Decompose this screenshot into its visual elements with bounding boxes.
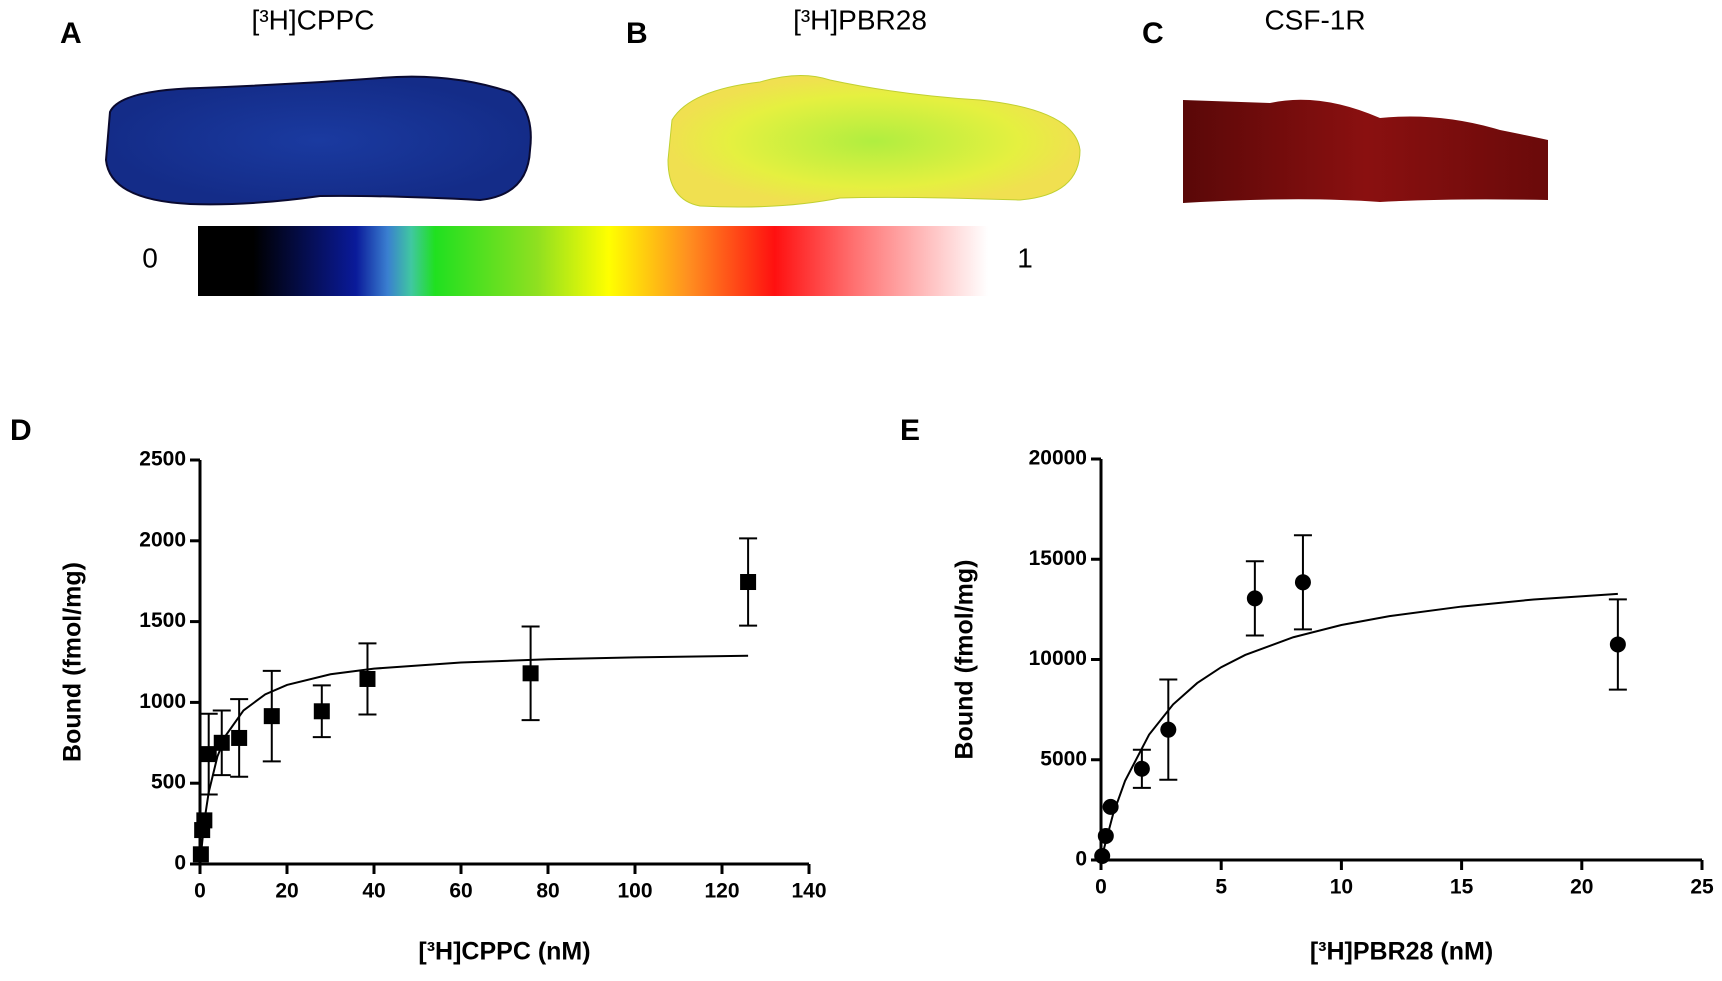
x-tick-label: 40: [362, 880, 385, 903]
y-tick-label: 2500: [139, 448, 186, 471]
x-tick-label: 0: [1095, 876, 1107, 899]
y-tick-label: 5000: [1040, 747, 1087, 770]
y-tick-label: 15000: [1029, 547, 1087, 570]
y-tick-label: 1500: [139, 609, 186, 632]
point: [1160, 721, 1177, 738]
point: [263, 708, 280, 725]
fit-curve: [1100, 592, 1618, 861]
x-tick-label: 10: [1330, 876, 1353, 899]
panel-label: D: [10, 414, 32, 447]
point: [200, 746, 217, 763]
y-tick-label: 0: [1075, 848, 1087, 871]
y-tick-label: 20000: [1029, 447, 1087, 470]
colorbar-max: 1: [1017, 242, 1033, 273]
point: [213, 734, 230, 751]
panel-title: [³H]PBR28: [793, 4, 927, 35]
point: [740, 574, 757, 591]
y-tick-label: 500: [151, 771, 186, 794]
x-tick-label: 80: [536, 880, 559, 903]
point: [359, 670, 376, 687]
y-tick-label: 10000: [1029, 647, 1087, 670]
x-tick-label: 5: [1215, 876, 1227, 899]
x-tick-label: 0: [194, 880, 206, 903]
panel-label: B: [626, 17, 648, 50]
panel-title: CSF-1R: [1264, 4, 1365, 35]
x-axis-label: [³H]CPPC (nM): [418, 938, 590, 966]
x-tick-label: 140: [791, 880, 826, 903]
point: [231, 729, 248, 746]
autoradiograph-a: [104, 75, 532, 206]
y-tick-label: 2000: [139, 528, 186, 551]
point: [313, 703, 330, 720]
point: [522, 665, 539, 682]
point: [1133, 760, 1150, 777]
y-axis-label: Bound (fmol/mg): [951, 560, 979, 760]
point: [1102, 798, 1119, 815]
x-tick-label: 15: [1450, 876, 1474, 899]
point: [192, 846, 209, 863]
x-axis-label: [³H]PBR28 (nM): [1310, 938, 1493, 966]
x-tick-label: 25: [1690, 876, 1714, 899]
y-tick-label: 1000: [139, 690, 186, 713]
x-tick-label: 100: [617, 880, 652, 903]
point: [196, 812, 213, 829]
panel-label: A: [60, 17, 82, 50]
x-tick-label: 60: [449, 880, 472, 903]
x-tick-label: 120: [704, 880, 739, 903]
point: [1609, 636, 1626, 653]
panel-label: C: [1142, 17, 1164, 50]
colorbar: [198, 226, 988, 296]
panel-title: [³H]CPPC: [252, 4, 375, 35]
point: [1294, 574, 1311, 591]
x-tick-label: 20: [1570, 876, 1593, 899]
point: [1097, 827, 1114, 844]
fit-curve: [199, 654, 749, 865]
y-tick-label: 0: [174, 852, 186, 875]
point: [1094, 847, 1111, 864]
x-tick-label: 20: [275, 880, 298, 903]
immunostain-c: [1183, 99, 1548, 203]
autoradiograph-b: [667, 74, 1081, 208]
point: [1246, 590, 1263, 607]
panel-label: E: [900, 414, 920, 447]
y-axis-label: Bound (fmol/mg): [59, 562, 87, 762]
colorbar-min: 0: [142, 242, 158, 273]
